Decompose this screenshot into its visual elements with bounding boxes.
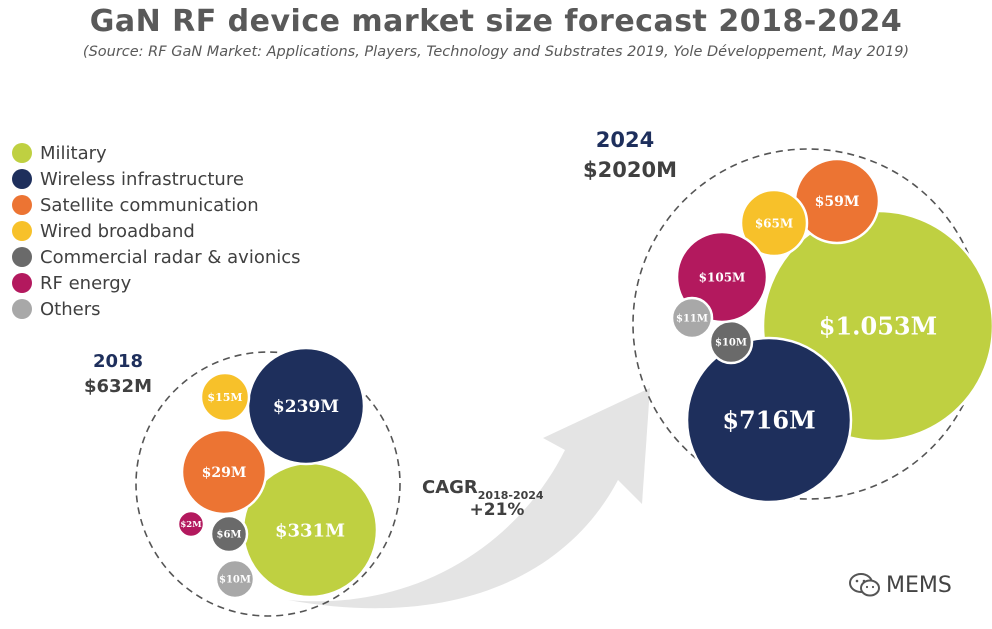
group-frame-2018 [135, 351, 401, 617]
bubble-2024-wired-broadband [739, 188, 809, 258]
legend: Military Wireless infrastructure Satellite… [12, 140, 301, 322]
cagr-arrow [288, 388, 650, 609]
year-group-2024: 2024 $2020M $1.053M $716M $59M $65M $10M $105M $… [583, 128, 992, 504]
total-label-2024: $2020M [583, 158, 677, 182]
legend-swatch-commercial-radar-and-avionics [12, 247, 32, 267]
bubble-label-2018-commercial-radar-and-avionics: $6M [217, 530, 242, 541]
legend-swatch-others [12, 299, 32, 319]
year-label-2018: 2018 [93, 351, 143, 372]
bubble-label-2018-military: $331M [275, 520, 345, 541]
bubble-label-2024-others: $11M [676, 314, 708, 325]
watermark-label: MEMS [886, 572, 952, 598]
legend-label-wired-broadband: Wired broadband [40, 220, 195, 242]
bubble-label-2024-satellite-communication: $59M [815, 194, 860, 210]
legend-swatch-wireless-infrastructure [12, 169, 32, 189]
bubble-label-2018-wireless-infrastructure: $239M [273, 397, 339, 417]
cagr-value: +21% [470, 500, 525, 520]
bubble-label-2024-commercial-radar-and-avionics: $10M [715, 338, 747, 349]
legend-label-commercial-radar-and-avionics: Commercial radar & avionics [40, 246, 301, 268]
legend-label-rf-energy: RF energy [40, 272, 132, 294]
bubble-label-2024-wired-broadband: $65M [755, 216, 793, 230]
legend-item-rf-energy: RF energy [12, 270, 301, 296]
bubble-2018-satellite-communication [180, 428, 268, 516]
bubble-2018-wired-broadband [199, 371, 251, 423]
bubble-2024-wireless-infrastructure [685, 336, 853, 504]
year-label-2024: 2024 [596, 128, 654, 152]
chart-title: GaN RF device market size forecast 2018-… [89, 4, 903, 39]
legend-label-others: Others [40, 298, 101, 320]
bubble-label-2024-military: $1.053M [819, 312, 937, 341]
bubble-label-2024-rf-energy: $105M [699, 270, 746, 284]
cagr-subscript: 2018-2024 [478, 489, 544, 502]
legend-swatch-wired-broadband [12, 221, 32, 241]
legend-item-satellite-communication: Satellite communication [12, 192, 301, 218]
total-label-2018: $632M [84, 376, 152, 397]
legend-label-wireless-infrastructure: Wireless infrastructure [40, 168, 244, 190]
legend-item-others: Others [12, 296, 301, 322]
bubble-2018-rf-energy [176, 509, 206, 539]
bubble-label-2018-wired-broadband: $15M [207, 391, 242, 404]
legend-label-satellite-communication: Satellite communication [40, 194, 259, 216]
chart-subtitle: (Source: RF GaN Market: Applications, Pl… [82, 44, 910, 60]
watermark: MEMS [848, 572, 952, 598]
bubble-label-2018-satellite-communication: $29M [202, 465, 247, 481]
bubble-2024-others [670, 296, 714, 340]
bubble-2018-others [214, 558, 256, 600]
legend-item-wired-broadband: Wired broadband [12, 218, 301, 244]
legend-item-wireless-infrastructure: Wireless infrastructure [12, 166, 301, 192]
bubble-label-2018-others: $10M [219, 575, 251, 586]
wechat-icon [849, 573, 880, 597]
legend-swatch-military [12, 143, 32, 163]
bubble-label-2024-wireless-infrastructure: $716M [722, 406, 815, 435]
legend-swatch-satellite-communication [12, 195, 32, 215]
legend-label-military: Military [40, 142, 107, 164]
legend-item-military: Military [12, 140, 301, 166]
bubble-2018-commercial-radar-and-avionics [209, 514, 249, 554]
year-group-2018: 2018 $632M $331M $239M $29M $15M $6M $2M $10M [84, 346, 401, 617]
bubble-label-2018-rf-energy: $2M [180, 520, 202, 530]
legend-swatch-rf-energy [12, 273, 32, 293]
legend-item-commercial-radar-and-avionics: Commercial radar & avionics [12, 244, 301, 270]
cagr-label: CAGR2018-2024 [422, 477, 544, 502]
